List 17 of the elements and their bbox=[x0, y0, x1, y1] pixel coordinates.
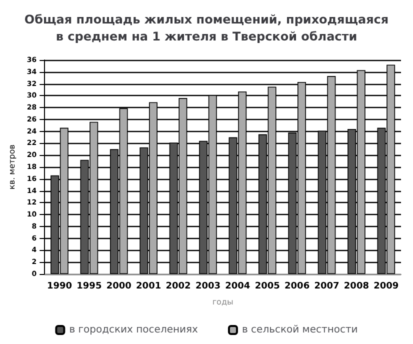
x-tick-label: 2006 bbox=[284, 282, 310, 292]
chart-title: Общая площадь жилых помещений, приходящаяся в среднем на 1 жителя в Тверской области bbox=[24, 12, 389, 44]
x-tick-label: 2004 bbox=[225, 282, 250, 292]
x-tick-label: 2007 bbox=[314, 282, 340, 292]
x-tick-label: 2002 bbox=[166, 282, 191, 292]
x-tick-label: 2001 bbox=[136, 282, 162, 292]
x-tick-label: 2003 bbox=[195, 282, 221, 292]
x-tick-label: 2000 bbox=[106, 282, 132, 292]
x-tick-label: 1995 bbox=[76, 282, 102, 292]
x-tick-label: 2009 bbox=[374, 282, 399, 292]
legend-label: в сельской местности bbox=[242, 324, 358, 336]
x-tick-label: 2005 bbox=[254, 282, 280, 292]
y-axis-title: кв. метров bbox=[8, 144, 16, 190]
x-axis-title: годы bbox=[212, 298, 234, 306]
x-tick-label: 2008 bbox=[344, 282, 369, 292]
x-tick-label: 1990 bbox=[46, 282, 72, 292]
legend-label: в городских поселениях bbox=[69, 324, 198, 336]
